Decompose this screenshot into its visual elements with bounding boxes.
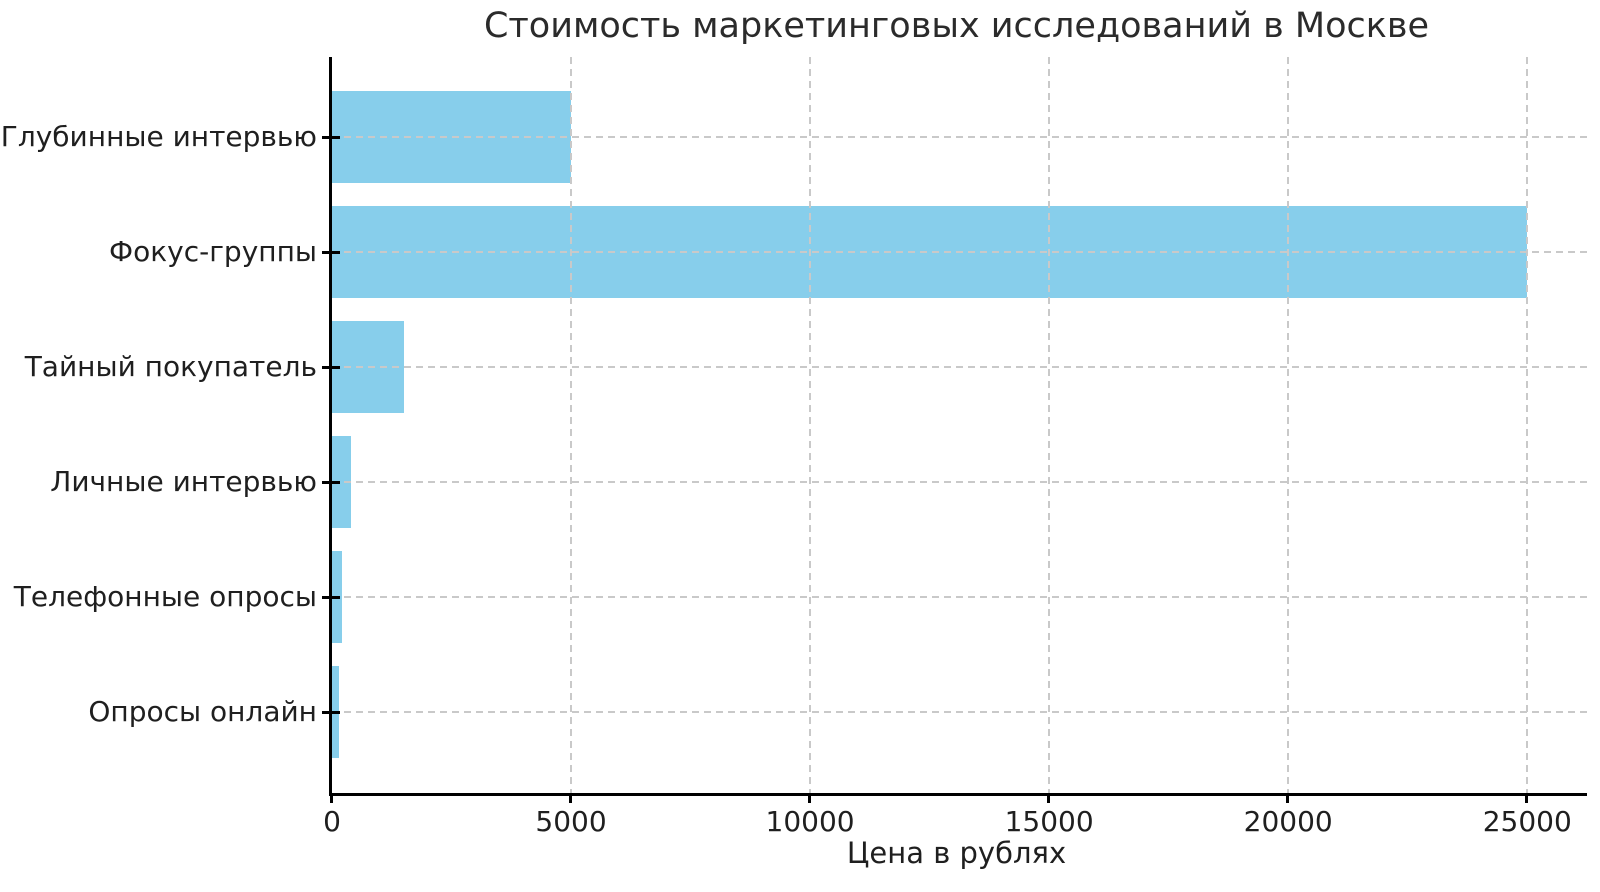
x-tick-label: 0	[323, 805, 341, 838]
y-tick-label: Опросы онлайн	[88, 695, 317, 728]
x-tick-label: 15000	[1004, 805, 1094, 838]
x-tick-label: 5000	[535, 805, 607, 838]
y-tick-label: Фокус-группы	[109, 235, 317, 268]
h-gridline	[332, 366, 1587, 368]
h-gridline	[332, 481, 1587, 483]
y-tick	[322, 251, 340, 254]
chart-title: Стоимость маркетинговых исследований в М…	[483, 6, 1430, 46]
v-gridline	[1526, 57, 1529, 793]
y-tick	[322, 481, 340, 484]
y-tick-label: Телефонные опросы	[13, 580, 317, 613]
y-tick-label: Тайный покупатель	[24, 350, 317, 383]
x-tick	[808, 793, 812, 803]
x-tick-label: 25000	[1482, 805, 1572, 838]
plot-area: 0 5000 10000 15000 20000 25000 Глубинные интер…	[1, 57, 1587, 838]
h-gridline	[332, 251, 1587, 253]
x-tick-label: 10000	[765, 805, 855, 838]
y-tick	[322, 596, 340, 599]
h-gridline	[332, 136, 1587, 138]
x-tick	[569, 793, 573, 803]
y-tick	[322, 136, 340, 139]
y-tick	[322, 711, 340, 714]
x-tick	[330, 793, 333, 803]
x-axis-label: Цена в рублях	[846, 836, 1067, 870]
h-gridline	[332, 711, 1587, 713]
v-gridline	[1287, 57, 1290, 793]
x-tick	[1525, 793, 1529, 803]
y-tick-label: Глубинные интервью	[0, 120, 317, 153]
x-tick-label: 20000	[1243, 805, 1333, 838]
v-gridline	[570, 57, 573, 793]
y-tick-label: Личные интервью	[50, 465, 317, 498]
v-gridline	[809, 57, 812, 793]
h-gridline	[332, 596, 1587, 598]
y-tick	[322, 366, 340, 369]
x-tick	[1286, 793, 1290, 803]
v-gridline	[1048, 57, 1051, 793]
x-tick	[1047, 793, 1051, 803]
